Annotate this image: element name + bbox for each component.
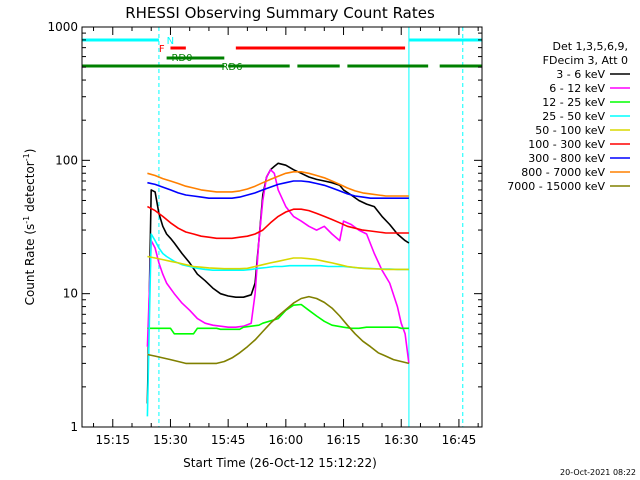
status-bar-label-2: F xyxy=(159,44,165,55)
series-line-6 xyxy=(147,205,409,240)
x-axis-label: Start Time (26-Oct-12 15:12:22) xyxy=(183,456,377,470)
legend-header-1: Det 1,3,5,6,9, xyxy=(552,40,628,53)
y-tick-label-2: 10 xyxy=(63,287,78,301)
chart-title: RHESSI Observing Summary Count Rates xyxy=(125,4,435,22)
x-tick-label-1: 15:15 xyxy=(95,433,130,447)
y-axis-label-sup1: -1 xyxy=(22,216,31,224)
status-bar-label-3: RD0 xyxy=(171,53,192,64)
legend-entry-4: 25 - 50 keV xyxy=(542,110,605,123)
y-axis-label-sup2: -1 xyxy=(22,153,31,161)
x-tick-label-7: 16:45 xyxy=(442,433,477,447)
legend-entry-6: 100 - 300 keV xyxy=(528,138,605,151)
y-tick-label-1: 1 xyxy=(70,420,78,434)
legend-entry-2: 6 - 12 keV xyxy=(549,82,605,95)
legend-entry-8: 800 - 7000 keV xyxy=(521,166,605,179)
series-lines xyxy=(146,162,410,417)
plot-frame xyxy=(81,26,483,428)
series-line-5 xyxy=(147,255,409,271)
legend-header-2: FDecim 3, Att 0 xyxy=(543,54,628,67)
legend-entry-9: 7000 - 15000 keV xyxy=(507,180,605,193)
y-axis-label: Count Rate (s-1 detector-1) xyxy=(22,149,37,306)
vertical-markers xyxy=(81,27,464,427)
legend: Det 1,3,5,6,9, FDecim 3, Att 0 3 - 6 keV… xyxy=(507,40,630,193)
y-tick-label-3: 100 xyxy=(55,153,78,167)
legend-entry-5: 50 - 100 keV xyxy=(535,124,605,137)
y-axis-label-main: Count Rate (s xyxy=(23,224,37,306)
x-tick-label-4: 16:00 xyxy=(269,433,304,447)
series-line-8 xyxy=(147,171,409,197)
series-line-1 xyxy=(146,162,410,404)
y-tick-label-4: 1000 xyxy=(47,20,78,34)
y-axis: 1 10 100 1000 xyxy=(47,20,482,434)
status-bar-label-4: RD6 xyxy=(221,62,242,73)
render-timestamp: 20-Oct-2021 08:22 xyxy=(560,468,636,477)
legend-entry-7: 300 - 800 keV xyxy=(528,152,605,165)
status-bars: NF RD0 RD6 xyxy=(82,36,482,73)
plot-area: NF RD0 RD6 xyxy=(81,26,483,428)
x-tick-label-6: 16:30 xyxy=(384,433,419,447)
series-line-3 xyxy=(147,303,409,335)
legend-entry-3: 12 - 25 keV xyxy=(542,96,605,109)
x-axis: 15:15 15:30 15:45 16:00 16:15 16:30 16:45 xyxy=(93,27,479,447)
status-bar-label-1: N xyxy=(167,36,174,47)
legend-entry-1: 3 - 6 keV xyxy=(556,68,605,81)
x-tick-label-3: 15:45 xyxy=(211,433,246,447)
y-axis-label-mid: detector xyxy=(23,161,37,216)
x-tick-label-5: 16:15 xyxy=(326,433,361,447)
series-line-7 xyxy=(147,180,409,199)
series-line-9 xyxy=(147,295,410,365)
series-line-2 xyxy=(146,168,410,364)
x-tick-label-2: 15:30 xyxy=(153,433,188,447)
y-axis-label-end: ) xyxy=(23,149,37,154)
